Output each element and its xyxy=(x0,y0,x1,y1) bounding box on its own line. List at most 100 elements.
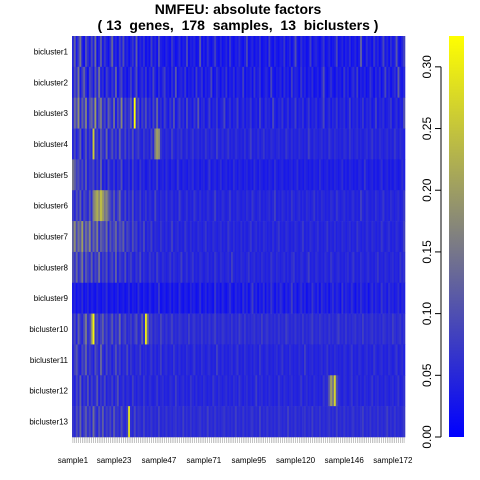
cell xyxy=(118,282,121,314)
cell xyxy=(333,66,337,98)
cell xyxy=(201,221,204,253)
cell xyxy=(199,36,202,68)
cell xyxy=(210,221,213,253)
row-label: bicluster10 xyxy=(29,325,68,334)
cell xyxy=(373,375,376,407)
cell xyxy=(101,282,105,314)
cell xyxy=(313,128,316,160)
cell xyxy=(245,406,249,438)
cell xyxy=(285,406,288,438)
cell xyxy=(156,97,159,129)
cell xyxy=(335,128,338,160)
cell xyxy=(73,128,77,160)
cell xyxy=(214,313,217,345)
cell xyxy=(107,159,110,191)
cell xyxy=(187,36,191,68)
cell xyxy=(83,128,86,160)
cell xyxy=(88,128,92,160)
cell xyxy=(72,344,75,376)
cell xyxy=(139,128,142,160)
cell xyxy=(86,282,90,314)
cell xyxy=(287,375,290,407)
cell xyxy=(227,221,230,253)
cell xyxy=(375,375,378,407)
cell xyxy=(363,406,367,438)
cell xyxy=(186,159,189,191)
cell xyxy=(348,97,352,129)
cell xyxy=(347,36,350,68)
cell xyxy=(154,221,157,253)
cell xyxy=(122,97,125,129)
cell xyxy=(391,221,395,253)
cell xyxy=(360,66,363,98)
cell xyxy=(395,97,398,129)
cell xyxy=(287,344,290,376)
cell xyxy=(85,282,88,314)
cell xyxy=(189,97,193,129)
cell xyxy=(384,97,387,129)
cell xyxy=(352,190,355,222)
cell xyxy=(173,36,176,68)
cell xyxy=(143,66,146,98)
cell xyxy=(296,66,299,98)
cell xyxy=(191,282,194,314)
cell xyxy=(161,251,164,284)
cell xyxy=(363,36,367,68)
cell xyxy=(229,128,232,160)
cell xyxy=(126,251,129,284)
cell xyxy=(88,406,92,438)
cell xyxy=(403,344,406,376)
cell xyxy=(354,406,357,438)
cell xyxy=(330,36,333,68)
cell xyxy=(174,313,178,345)
cell xyxy=(386,313,389,345)
cell xyxy=(227,66,230,98)
cell xyxy=(354,159,357,191)
cell xyxy=(249,66,252,98)
cell xyxy=(195,36,198,68)
cell xyxy=(161,282,164,314)
cell xyxy=(335,36,338,68)
cell xyxy=(195,282,198,314)
cell xyxy=(367,375,370,407)
cell xyxy=(317,159,320,191)
cell xyxy=(255,282,258,314)
cell xyxy=(113,344,116,376)
cell xyxy=(107,221,110,253)
cell xyxy=(176,97,179,129)
cell xyxy=(272,66,275,98)
cell xyxy=(343,66,346,98)
cell xyxy=(324,221,327,253)
cell xyxy=(240,221,243,253)
cell xyxy=(148,313,151,345)
cell xyxy=(300,406,303,438)
cell xyxy=(137,97,140,129)
cell xyxy=(187,344,191,376)
cell xyxy=(309,282,312,314)
cell xyxy=(322,128,325,160)
cell xyxy=(83,97,86,129)
cell xyxy=(313,190,316,222)
cell xyxy=(139,97,142,129)
cell xyxy=(219,97,222,129)
cell xyxy=(79,66,82,98)
cell xyxy=(214,190,217,222)
cell xyxy=(94,128,97,160)
cell xyxy=(81,190,84,222)
cell xyxy=(148,128,151,160)
cell xyxy=(83,282,86,314)
cell xyxy=(257,344,260,376)
cell xyxy=(161,406,164,438)
cell xyxy=(281,406,284,438)
cell xyxy=(221,221,224,253)
cell xyxy=(227,190,230,222)
cell xyxy=(217,375,221,407)
cell xyxy=(251,375,254,407)
cell xyxy=(131,66,135,98)
cell xyxy=(333,128,337,160)
cell xyxy=(199,159,202,191)
cell xyxy=(274,36,277,68)
cell xyxy=(238,190,241,222)
cell xyxy=(395,66,398,98)
cell xyxy=(274,66,277,98)
